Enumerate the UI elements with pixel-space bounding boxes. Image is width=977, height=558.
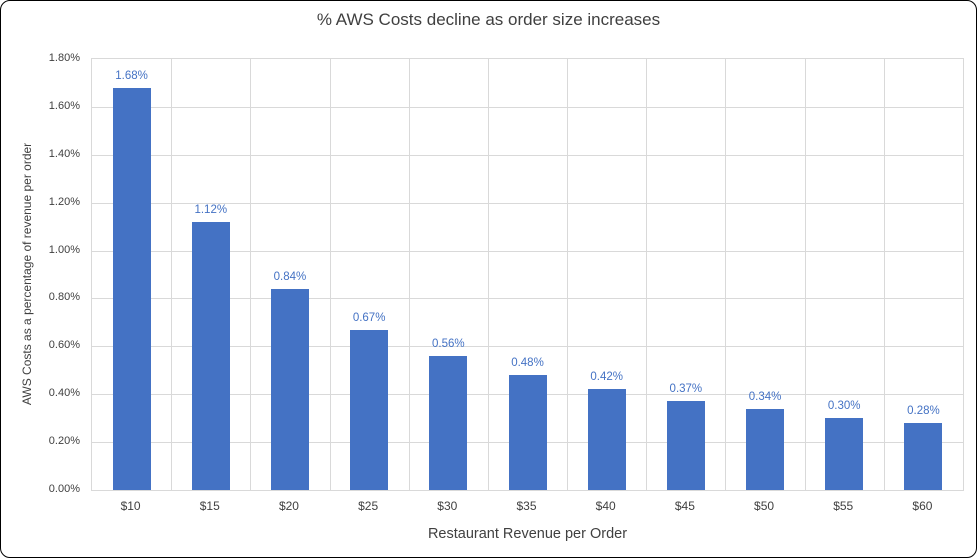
chart-title: % AWS Costs decline as order size increa…	[316, 10, 661, 29]
h-gridline	[92, 250, 963, 252]
x-tick-label: $60	[912, 499, 933, 513]
data-label: 0.67%	[352, 311, 386, 324]
bar-$15	[191, 221, 230, 490]
h-gridline	[92, 154, 963, 156]
data-label: 1.12%	[194, 203, 228, 216]
x-tick-label: $25	[358, 499, 379, 513]
x-tick-label: $45	[674, 499, 695, 513]
data-label: 0.28%	[907, 404, 940, 417]
x-tick-label: $20	[278, 499, 299, 513]
bar-$60	[904, 422, 943, 490]
x-tick-label: $35	[516, 499, 537, 513]
v-gridline	[567, 59, 569, 490]
bar-$45	[666, 401, 705, 490]
y-tick-label: 0.20%	[48, 435, 80, 448]
h-gridline	[92, 202, 963, 204]
x-tick-label: $40	[595, 499, 616, 513]
data-label: 0.37%	[669, 383, 703, 396]
data-label: 1.68%	[115, 69, 148, 82]
v-gridline	[883, 59, 885, 490]
v-gridline	[725, 59, 727, 490]
x-axis-ticks: $10 $15 $20 $25 $30 $35 $40 $45 $50 $55 $60	[91, 499, 964, 517]
v-gridline	[171, 59, 173, 490]
y-tick-label: 1.80%	[48, 52, 80, 64]
data-label: 0.42%	[590, 371, 623, 384]
x-tick-label: $10	[120, 499, 141, 513]
y-tick-label: 1.40%	[48, 147, 80, 160]
y-tick-label: 0.60%	[48, 339, 80, 352]
x-tick-label: $50	[754, 499, 775, 513]
v-gridline	[329, 59, 331, 490]
y-tick-label: 1.20%	[48, 195, 80, 208]
data-label: 0.56%	[432, 337, 465, 350]
plot-area: 1.68% 1.12% 0.84% 0.67% 0.56% 0.48% 0.42% 0.37%…	[91, 58, 964, 491]
x-tick-label: $30	[437, 499, 458, 513]
h-gridline	[92, 298, 963, 300]
data-label: 0.48%	[511, 357, 544, 370]
v-gridline	[408, 59, 410, 490]
bar-$40	[587, 389, 626, 490]
x-axis-title: Restaurant Revenue per Order	[427, 526, 628, 542]
bar-$30	[429, 355, 468, 490]
x-tick-label: $55	[833, 499, 854, 513]
h-gridline	[92, 106, 963, 108]
y-tick-label: 0.80%	[48, 291, 80, 304]
data-label: 0.84%	[273, 270, 307, 283]
h-gridline	[92, 346, 963, 348]
v-gridline	[250, 59, 252, 490]
bar-$55	[825, 418, 864, 490]
v-gridline	[804, 59, 806, 490]
data-label: 0.30%	[827, 400, 861, 413]
x-tick-label: $15	[199, 499, 220, 513]
y-tick-label: 0.00%	[48, 483, 80, 495]
data-label: 0.34%	[748, 390, 782, 403]
bar-$20	[270, 288, 309, 490]
v-gridline	[487, 59, 489, 490]
y-tick-label: 0.40%	[48, 387, 80, 400]
bar-$10	[112, 87, 151, 490]
bar-$50	[746, 408, 785, 490]
bar-$25	[350, 329, 389, 490]
v-gridline	[646, 59, 648, 490]
y-axis-ticks: 0.00% 0.20% 0.40% 0.60% 0.80% 1.00% 1.20% 1.40%…	[1, 52, 85, 495]
y-tick-label: 1.00%	[48, 243, 80, 256]
bar-$35	[508, 375, 547, 490]
y-tick-label: 1.60%	[48, 99, 80, 112]
